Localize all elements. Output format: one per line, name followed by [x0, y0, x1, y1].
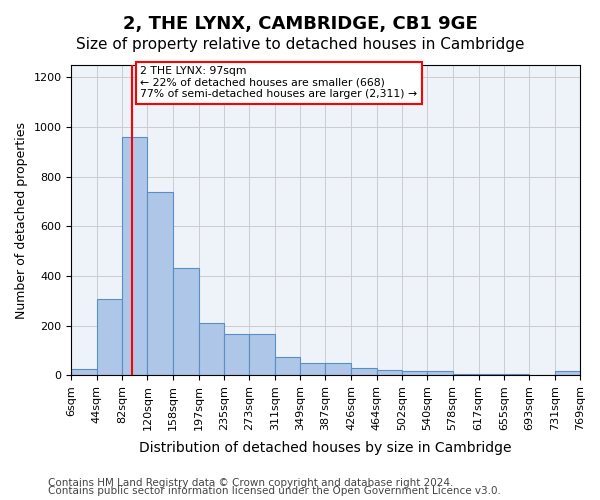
- Bar: [452, 374, 479, 375]
- Bar: [224, 334, 250, 375]
- Bar: [352, 368, 377, 375]
- Bar: [554, 372, 580, 375]
- Bar: [479, 374, 504, 375]
- X-axis label: Distribution of detached houses by size in Cambridge: Distribution of detached houses by size …: [139, 441, 512, 455]
- Text: Contains HM Land Registry data © Crown copyright and database right 2024.: Contains HM Land Registry data © Crown c…: [48, 478, 454, 488]
- Bar: [402, 372, 427, 375]
- Bar: [325, 363, 352, 375]
- Y-axis label: Number of detached properties: Number of detached properties: [15, 122, 28, 318]
- Text: Size of property relative to detached houses in Cambridge: Size of property relative to detached ho…: [76, 38, 524, 52]
- Bar: [173, 268, 199, 375]
- Bar: [71, 369, 97, 375]
- Bar: [275, 356, 300, 375]
- Bar: [148, 192, 173, 375]
- Bar: [504, 374, 529, 375]
- Bar: [97, 300, 122, 375]
- Bar: [199, 323, 224, 375]
- Bar: [250, 334, 275, 375]
- Bar: [377, 370, 402, 375]
- Text: 2, THE LYNX, CAMBRIDGE, CB1 9GE: 2, THE LYNX, CAMBRIDGE, CB1 9GE: [122, 15, 478, 33]
- Bar: [427, 372, 452, 375]
- Text: Contains public sector information licensed under the Open Government Licence v3: Contains public sector information licen…: [48, 486, 501, 496]
- Text: 2 THE LYNX: 97sqm
← 22% of detached houses are smaller (668)
77% of semi-detache: 2 THE LYNX: 97sqm ← 22% of detached hous…: [140, 66, 418, 100]
- Bar: [300, 363, 325, 375]
- Bar: [122, 137, 148, 375]
